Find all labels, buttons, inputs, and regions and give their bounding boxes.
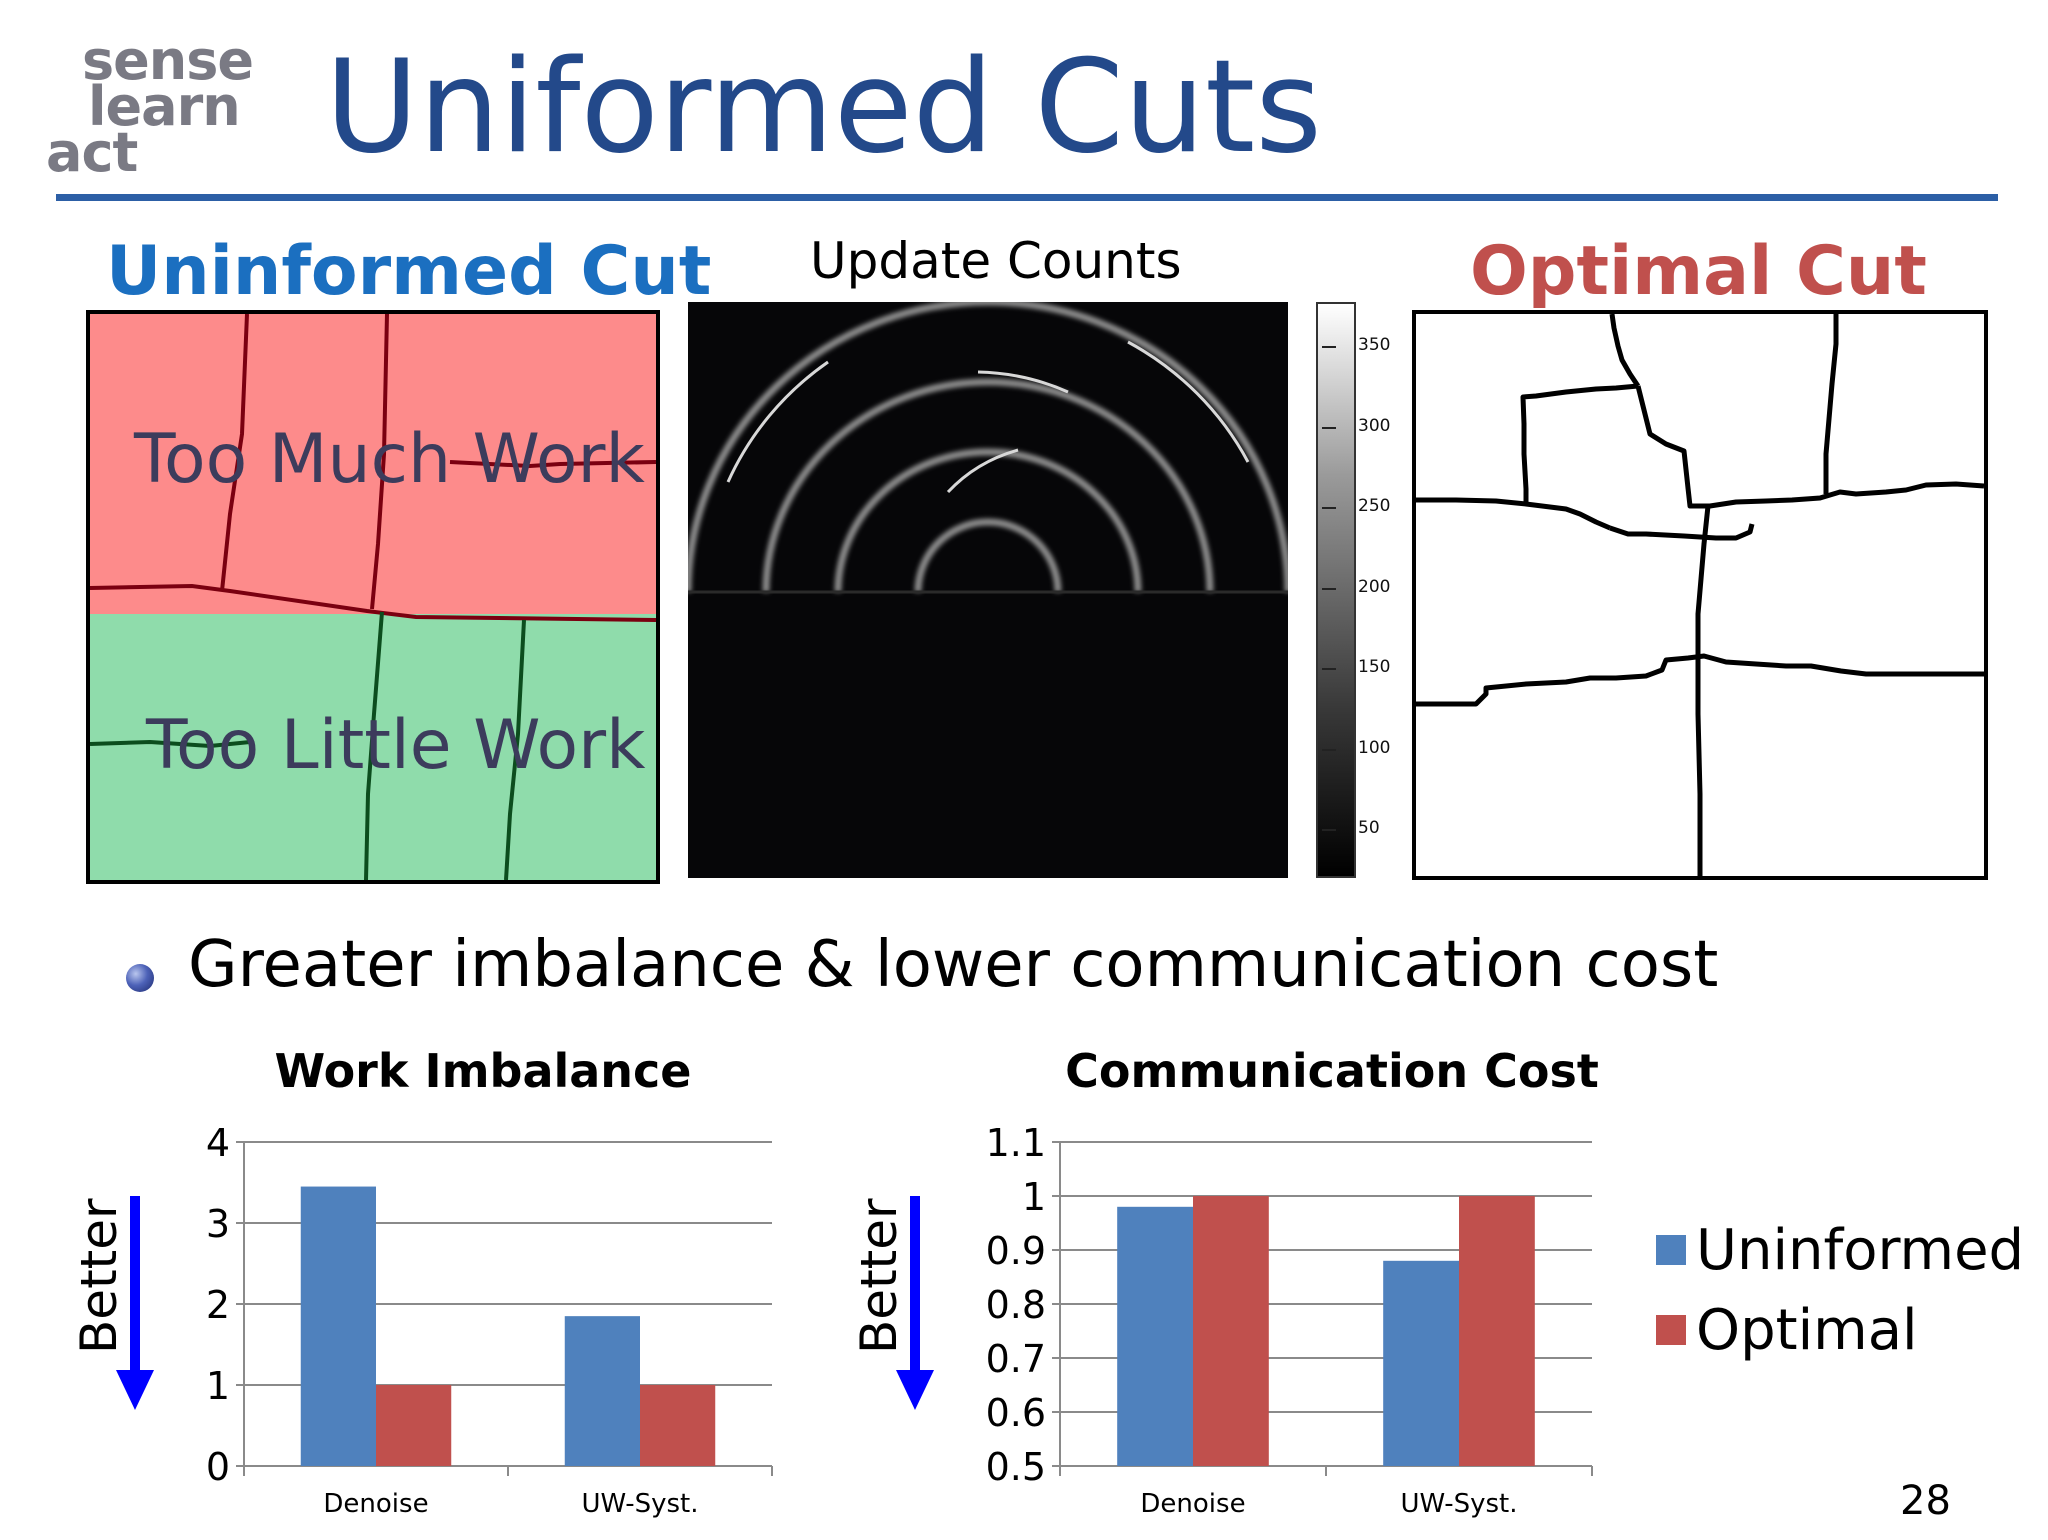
colorbar-tick-label: 100 (1358, 737, 1391, 758)
logo: sense learn act (46, 34, 266, 184)
page-number: 28 (1900, 1478, 1951, 1524)
x-tick-label: UW-Syst. (582, 1489, 699, 1519)
y-tick-label: 1.1 (986, 1121, 1046, 1165)
x-tick-label: Denoise (323, 1489, 428, 1519)
bar-optimal-uw-syst- (640, 1385, 716, 1466)
legend-label-optimal: Optimal (1696, 1298, 1918, 1363)
y-tick-label: 0.9 (986, 1229, 1046, 1273)
colorbar-tick-label: 300 (1358, 415, 1391, 436)
y-tick-label: 0.7 (986, 1337, 1046, 1381)
y-tick-label: 4 (206, 1121, 230, 1165)
y-tick-label: 0.5 (986, 1445, 1046, 1489)
colorbar-tick-mark (1322, 587, 1336, 590)
y-tick-label: 0.6 (986, 1391, 1046, 1435)
bar-uninformed-uw-syst- (564, 1316, 640, 1466)
y-tick-label: 1 (206, 1364, 230, 1408)
logo-line-learn: learn (88, 75, 241, 138)
colorbar-tick-mark (1322, 829, 1336, 831)
x-tick-label: Denoise (1140, 1489, 1245, 1519)
y-tick-label: 2 (206, 1283, 230, 1327)
update-counts-heading: Update Counts (810, 232, 1182, 290)
heatmap-arcs (684, 298, 1292, 594)
bar-uninformed-denoise (1117, 1206, 1193, 1466)
legend-label-uninformed: Uninformed (1696, 1218, 2025, 1283)
colorbar-tick-mark (1322, 426, 1336, 429)
y-tick-label: 0 (206, 1445, 230, 1489)
top-partition-lines (90, 314, 656, 622)
x-tick-label: UW-Syst. (1401, 1489, 1518, 1519)
bar-uninformed-uw-syst- (1383, 1260, 1459, 1466)
bullet-icon (126, 964, 154, 992)
colorbar-tick-label: 200 (1358, 576, 1391, 597)
communication-cost-chart: 0.5 0.6 0.7 0.8 0.9 1 1.1 Denoise UW-Syst. (986, 1121, 1593, 1519)
bar-optimal-uw-syst- (1459, 1196, 1535, 1466)
optimal-cut-diagram (1416, 313, 1985, 876)
bottom-partition-lines (90, 611, 526, 880)
y-tick-label: 0.8 (986, 1283, 1046, 1327)
bullet-text: Greater imbalance & lower communication … (188, 928, 1719, 1002)
work-imbalance-chart: 0 1 2 3 4 Denoise UW-Syst. (206, 1121, 773, 1519)
colorbar-tick-mark (1322, 346, 1336, 348)
colorbar-tick-label: 250 (1358, 496, 1391, 516)
update-counts-heatmap (684, 298, 1292, 878)
legend-item-uninformed: Uninformed (1656, 1218, 2024, 1283)
too-much-work-label: Too Much Work (134, 420, 645, 499)
better-arrow-left-icon (116, 1196, 154, 1410)
optimal-cut-panel (1412, 310, 1988, 880)
colorbar-tick-label: 150 (1358, 657, 1391, 677)
too-little-work-label: Too Little Work (146, 706, 646, 785)
y-tick-label: 1 (1022, 1175, 1046, 1219)
y-tick-label: 3 (206, 1202, 230, 1246)
colorbar-tick-label: 350 (1358, 335, 1391, 355)
logo-line-act: act (46, 121, 138, 184)
uninformed-cut-diagram (90, 314, 656, 880)
legend-item-optimal: Optimal (1656, 1298, 1918, 1363)
chart-title-communication-cost: Communication Cost (1065, 1044, 1599, 1098)
bar-optimal-denoise (376, 1385, 452, 1466)
bar-uninformed-denoise (300, 1186, 376, 1466)
optimal-cut-heading: Optimal Cut (1470, 232, 1927, 311)
update-counts-colorbar (1316, 302, 1356, 878)
logo-line-sense: sense (82, 29, 254, 92)
legend-swatch-optimal (1656, 1314, 1686, 1345)
uninformed-cut-panel: Too Much Work Too Little Work (86, 310, 660, 884)
better-arrow-right-icon (896, 1196, 934, 1410)
colorbar-tick-label: 50 (1358, 818, 1380, 838)
bar-optimal-denoise (1193, 1196, 1269, 1466)
colorbar-tick-mark (1322, 668, 1336, 670)
colorbar-tick-mark (1322, 507, 1336, 509)
uninformed-cut-heading: Uninformed Cut (106, 232, 712, 311)
legend-swatch-uninformed (1656, 1234, 1686, 1265)
colorbar-tick-mark (1322, 748, 1336, 751)
chart-title-work-imbalance: Work Imbalance (274, 1044, 692, 1098)
title-underline (56, 194, 1998, 201)
slide-title: Uniformed Cuts (325, 33, 1322, 182)
